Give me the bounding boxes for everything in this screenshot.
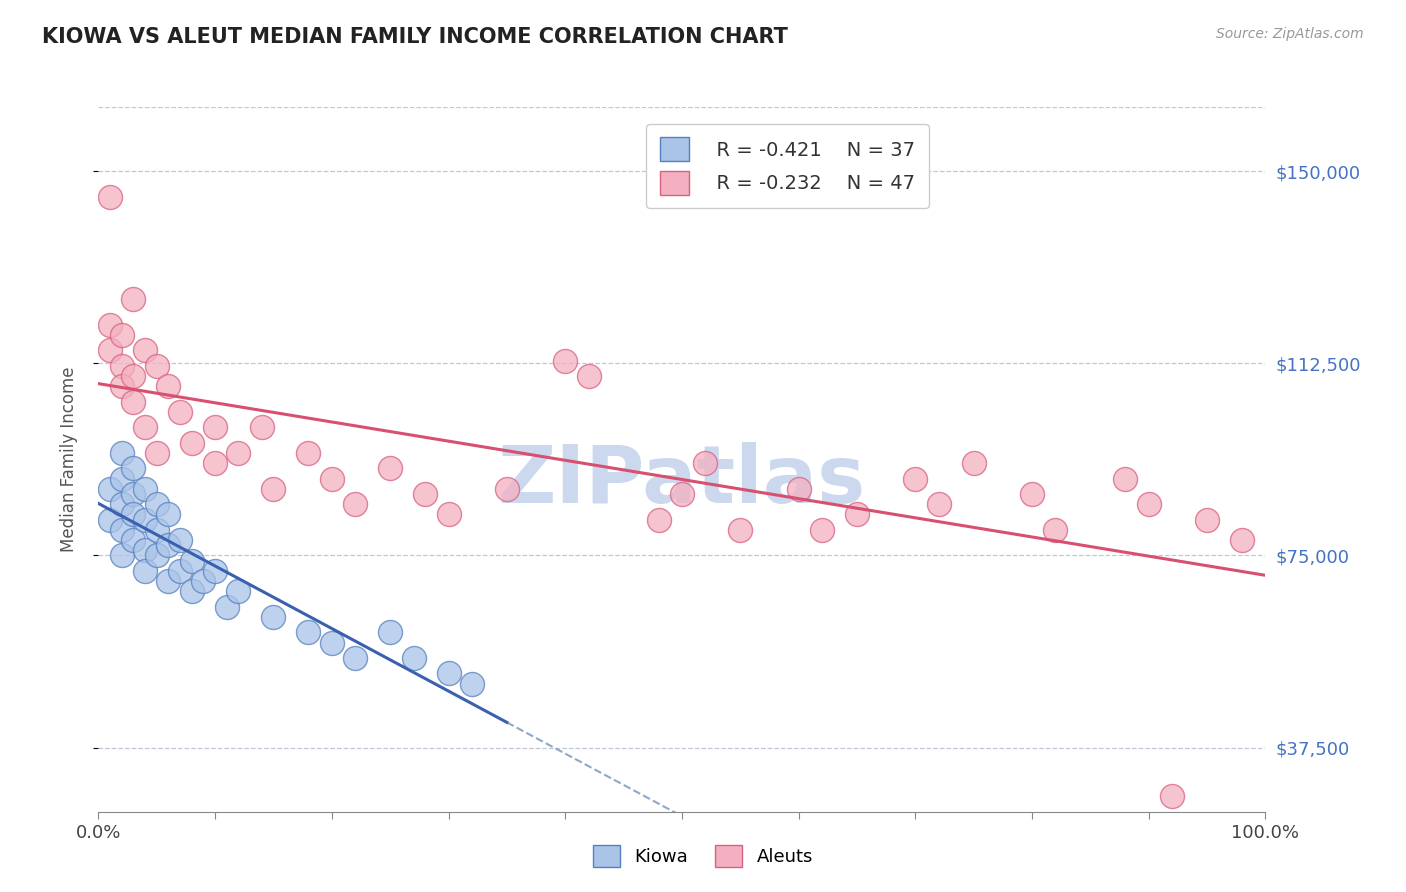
Point <box>962 456 984 470</box>
Point <box>297 446 319 460</box>
Point <box>730 523 752 537</box>
Point <box>98 513 121 527</box>
Point <box>134 482 156 496</box>
Point <box>402 651 425 665</box>
Point <box>122 292 145 306</box>
Point <box>904 472 927 486</box>
Point <box>496 482 519 496</box>
Point <box>262 482 284 496</box>
Point <box>193 574 215 588</box>
Point <box>134 513 156 527</box>
Point <box>554 353 576 368</box>
Point <box>321 472 343 486</box>
Point <box>204 456 226 470</box>
Text: ZIPatlas: ZIPatlas <box>498 442 866 519</box>
Point <box>134 543 156 558</box>
Point <box>228 446 250 460</box>
Point <box>262 610 284 624</box>
Legend:   R = -0.421    N = 37,   R = -0.232    N = 47: R = -0.421 N = 37, R = -0.232 N = 47 <box>645 124 929 208</box>
Point <box>671 487 693 501</box>
Point <box>157 538 180 552</box>
Point <box>111 328 134 343</box>
Point <box>169 405 191 419</box>
Text: KIOWA VS ALEUT MEDIAN FAMILY INCOME CORRELATION CHART: KIOWA VS ALEUT MEDIAN FAMILY INCOME CORR… <box>42 27 787 46</box>
Point <box>122 369 145 384</box>
Point <box>250 420 273 434</box>
Point <box>437 666 460 681</box>
Point <box>437 508 460 522</box>
Point <box>413 487 436 501</box>
Point <box>169 564 191 578</box>
Point <box>1114 472 1136 486</box>
Point <box>111 472 134 486</box>
Point <box>146 359 169 373</box>
Point <box>98 482 121 496</box>
Point <box>111 359 134 373</box>
Legend: Kiowa, Aleuts: Kiowa, Aleuts <box>586 838 820 874</box>
Point <box>111 446 134 460</box>
Point <box>1161 789 1184 804</box>
Point <box>344 651 367 665</box>
Y-axis label: Median Family Income: Median Family Income <box>59 367 77 552</box>
Point <box>122 508 145 522</box>
Point <box>1195 513 1218 527</box>
Point <box>787 482 810 496</box>
Point <box>146 523 169 537</box>
Point <box>1230 533 1253 547</box>
Point <box>695 456 717 470</box>
Point <box>111 379 134 393</box>
Point <box>180 553 202 567</box>
Point <box>169 533 191 547</box>
Point <box>578 369 600 384</box>
Point <box>122 394 145 409</box>
Point <box>846 508 869 522</box>
Point <box>180 584 202 599</box>
Point <box>134 420 156 434</box>
Point <box>1045 523 1067 537</box>
Point <box>344 497 367 511</box>
Point <box>111 497 134 511</box>
Point <box>146 497 169 511</box>
Point <box>157 574 180 588</box>
Point <box>98 343 121 358</box>
Point <box>928 497 950 511</box>
Point <box>461 676 484 690</box>
Point <box>111 549 134 563</box>
Point <box>122 461 145 475</box>
Point <box>157 379 180 393</box>
Point <box>380 461 402 475</box>
Point <box>134 343 156 358</box>
Point <box>98 318 121 332</box>
Point <box>157 508 180 522</box>
Point <box>228 584 250 599</box>
Text: Source: ZipAtlas.com: Source: ZipAtlas.com <box>1216 27 1364 41</box>
Point <box>647 513 669 527</box>
Point <box>146 549 169 563</box>
Point <box>297 625 319 640</box>
Point <box>811 523 834 537</box>
Point <box>111 523 134 537</box>
Point <box>215 599 238 614</box>
Point <box>122 533 145 547</box>
Point <box>321 635 343 649</box>
Point <box>1137 497 1160 511</box>
Point <box>122 487 145 501</box>
Point <box>380 625 402 640</box>
Point <box>146 446 169 460</box>
Point <box>180 435 202 450</box>
Point <box>134 564 156 578</box>
Point <box>98 190 121 204</box>
Point <box>204 564 226 578</box>
Point <box>204 420 226 434</box>
Point <box>1021 487 1043 501</box>
